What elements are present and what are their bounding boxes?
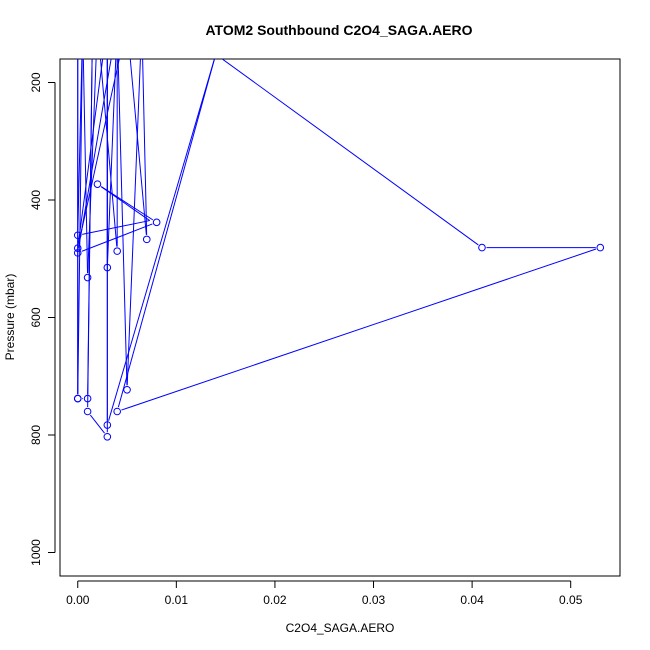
series-segment <box>221 59 479 246</box>
data-point <box>123 385 131 394</box>
series-segment <box>87 59 93 408</box>
y-tick-label: 1000 <box>29 539 43 566</box>
plot-frame <box>59 58 621 577</box>
x-tick-label: 0.02 <box>263 593 287 607</box>
data-point <box>103 263 112 272</box>
series-segment <box>78 59 120 244</box>
y-axis-label: Pressure (mbar) <box>3 274 17 361</box>
y-tick-label: 800 <box>29 425 43 445</box>
series-layer <box>73 24 605 441</box>
data-point <box>73 249 82 257</box>
data-point <box>113 247 121 255</box>
data-point <box>73 231 82 240</box>
series-segment <box>100 186 151 221</box>
data-point <box>83 394 92 403</box>
data-point <box>142 235 151 244</box>
data-point <box>93 180 102 188</box>
series-segment <box>126 59 141 386</box>
data-point <box>83 407 92 416</box>
data-point <box>73 394 82 403</box>
series-segment <box>82 59 89 274</box>
y-axis: 200 400 600 800 1000 <box>29 72 56 566</box>
x-axis: 0.00 0.01 0.02 0.03 0.04 0.05 <box>66 580 583 607</box>
data-point <box>73 244 82 252</box>
x-tick-label: 0.00 <box>66 593 90 607</box>
data-point <box>152 218 161 227</box>
series-segment <box>117 59 128 386</box>
series-segment <box>121 248 597 411</box>
data-point <box>113 407 121 416</box>
series-segment <box>129 59 147 235</box>
series-segment <box>78 59 112 249</box>
y-tick-label: 400 <box>29 190 43 210</box>
series-segment <box>117 59 215 408</box>
series-segment <box>77 59 83 231</box>
x-axis-label: C2O4_SAGA.AERO <box>286 621 395 635</box>
series-segment <box>107 59 117 264</box>
series-segment <box>82 220 150 235</box>
data-point <box>103 421 112 429</box>
y-tick-label: 200 <box>29 72 43 92</box>
x-tick-label: 0.03 <box>362 593 386 607</box>
series-segment <box>77 59 83 395</box>
data-point <box>103 432 112 441</box>
x-tick-label: 0.01 <box>165 593 189 607</box>
data-point <box>83 273 92 282</box>
data-point <box>478 243 486 252</box>
data-point <box>596 243 605 252</box>
series-segment <box>142 59 148 235</box>
chart-title: ATOM2 Southbound C2O4_SAGA.AERO <box>205 22 472 38</box>
series-segment <box>127 24 216 55</box>
series-segment <box>108 59 215 421</box>
series-segment <box>89 414 105 434</box>
y-tick-label: 600 <box>29 307 43 327</box>
x-tick-label: 0.05 <box>559 593 583 607</box>
x-tick-label: 0.04 <box>460 593 484 607</box>
